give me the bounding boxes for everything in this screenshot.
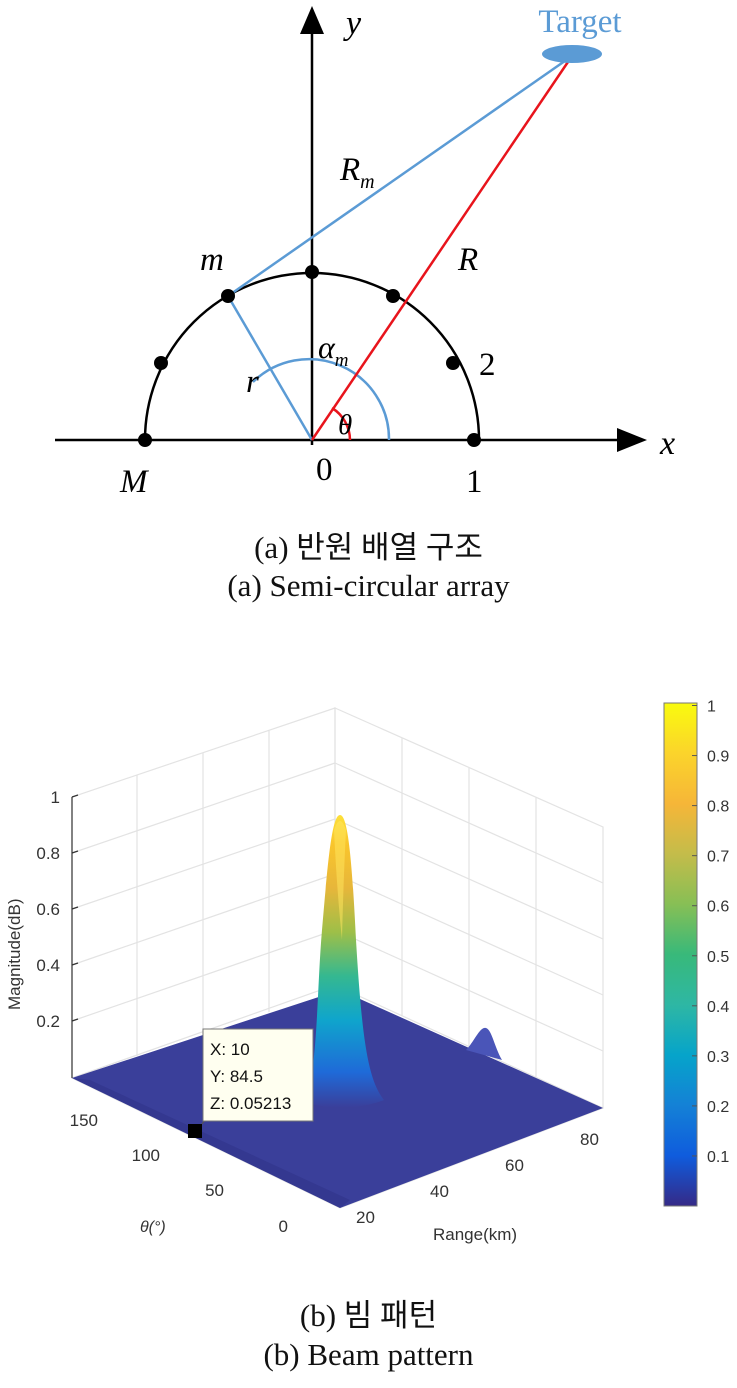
element-dot-4 xyxy=(305,265,319,279)
element-dot-m xyxy=(221,289,235,303)
range-tick-label-80: 80 xyxy=(580,1130,599,1149)
element-2-label: 2 xyxy=(479,347,496,383)
z-tick-label-0.8: 0.8 xyxy=(36,844,60,863)
colorbar-tick-label: 0.5 xyxy=(707,949,729,966)
element-dot-M xyxy=(138,433,152,447)
caption-b-korean: (b) 빔 패턴 xyxy=(299,1298,438,1333)
colorbar xyxy=(663,702,698,1207)
side-lobe xyxy=(466,1027,502,1060)
element-dot-2 xyxy=(446,356,460,370)
m-label: m xyxy=(200,242,224,278)
datatip-marker[interactable] xyxy=(188,1124,202,1138)
theta-label: θ xyxy=(338,409,352,441)
colorbar-ticks: 1 0.9 0.8 0.7 0.6 0.5 0.4 0.3 0.2 0.1 xyxy=(692,699,729,1166)
big-r-label: R xyxy=(457,242,478,278)
range-axis-label: Range(km) xyxy=(433,1225,517,1244)
origin-label: 0 xyxy=(316,452,333,488)
range-tick-label-60: 60 xyxy=(505,1156,524,1175)
z-tick-label-0.2: 0.2 xyxy=(36,1012,60,1031)
main-beam-peak-highlight xyxy=(334,821,346,940)
line-big-r xyxy=(310,55,574,441)
theta-tick-label-150: 150 xyxy=(70,1111,98,1130)
theta-axis-label: θ(°) xyxy=(140,1219,166,1236)
datatip-x: X: 10 xyxy=(210,1040,250,1059)
theta-angle-arc xyxy=(331,406,352,441)
datatip-box[interactable] xyxy=(202,1028,314,1122)
alpha-angle-arc xyxy=(252,357,391,441)
colorbar-tick-label: 0.8 xyxy=(707,799,729,816)
colorbar-tick-label: 0.9 xyxy=(707,749,729,766)
colorbar-tick-label: 0.2 xyxy=(707,1099,729,1116)
range-tick-label-20: 20 xyxy=(356,1208,375,1227)
theta-tick-label-100: 100 xyxy=(132,1146,160,1165)
z-tick-label-0.4: 0.4 xyxy=(36,956,60,975)
target-ellipse xyxy=(542,45,602,63)
rm-label: Rm xyxy=(339,152,375,193)
semi-circular-array-diagram: Target y x Rm R m αm r θ 2 1 0 M xyxy=(55,4,675,500)
colorbar-tick-label: 0.7 xyxy=(707,849,729,866)
element-1-label: 1 xyxy=(466,464,483,500)
colorbar-tick-label: 0.4 xyxy=(707,999,729,1016)
caption-b-english: (b) Beam pattern xyxy=(263,1337,474,1372)
alpha-label: αm xyxy=(318,329,349,371)
element-dot-3 xyxy=(386,289,400,303)
target-label: Target xyxy=(538,4,621,40)
main-beam-peak xyxy=(300,815,384,1108)
element-dot-1 xyxy=(467,433,481,447)
line-rm xyxy=(227,54,573,298)
surface-floor-shade xyxy=(72,1078,350,1208)
z-tick-label-0.6: 0.6 xyxy=(36,900,60,919)
rm-label-sub: m xyxy=(360,171,374,193)
y-axis-label: y xyxy=(343,5,362,42)
x-axis-arrowhead xyxy=(617,428,647,452)
rm-label-main: R xyxy=(339,152,360,188)
theta-tick-label-50: 50 xyxy=(205,1181,224,1200)
datatip-y: Y: 84.5 xyxy=(210,1067,263,1086)
z-tick-label-1: 1 xyxy=(51,788,60,807)
beam-pattern-plot: 1 0.8 0.6 0.4 0.2 Magnitude(dB) 150 100 … xyxy=(5,699,729,1244)
small-r-label: r xyxy=(246,364,259,400)
alpha-label-sub: m xyxy=(335,350,349,371)
z-axis-label: Magnitude(dB) xyxy=(5,898,24,1010)
datatip-z: Z: 0.05213 xyxy=(210,1094,291,1113)
alpha-label-main: α xyxy=(318,329,336,365)
theta-tick-label-0: 0 xyxy=(279,1217,288,1236)
colorbar-tick-label: 0.6 xyxy=(707,899,729,916)
colorbar-tick-label: 0.1 xyxy=(707,1149,729,1166)
caption-a-english: (a) Semi-circular array xyxy=(227,568,510,603)
range-tick-label-40: 40 xyxy=(430,1182,449,1201)
element-dot-6 xyxy=(154,356,168,370)
plot-grid xyxy=(71,707,604,1209)
element-M-label: M xyxy=(119,464,149,500)
colorbar-tick-label: 0.3 xyxy=(707,1049,729,1066)
caption-a-korean: (a) 반원 배열 구조 xyxy=(254,530,483,565)
z-tick-marks xyxy=(71,794,79,1022)
y-axis-arrowhead xyxy=(300,6,324,34)
colorbar-tick-label: 1 xyxy=(707,699,716,716)
x-axis-label: x xyxy=(659,425,675,462)
